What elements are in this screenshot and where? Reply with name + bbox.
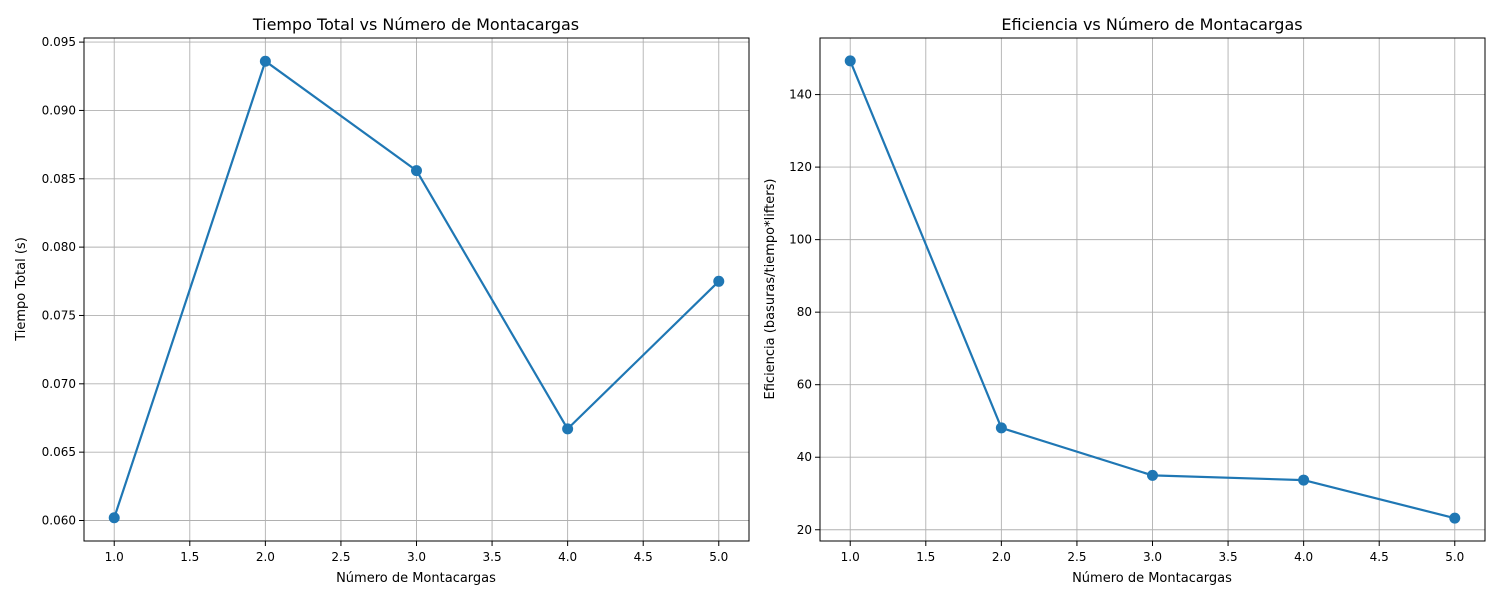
data-point xyxy=(108,512,120,524)
data-point xyxy=(1147,469,1158,481)
y-tick-label: 40 xyxy=(797,450,812,464)
x-tick-label: 2.0 xyxy=(992,550,1011,564)
data-point xyxy=(562,423,574,435)
y-tick-label: 60 xyxy=(797,378,812,392)
data-point xyxy=(1298,474,1310,486)
data-point xyxy=(995,422,1007,434)
x-tick-label: 1.0 xyxy=(105,550,124,564)
x-tick-label: 2.5 xyxy=(1067,550,1086,564)
x-tick-label: 5.0 xyxy=(709,550,728,564)
efficiency-chart: Eficiencia vs Número de Montacargas 1.0 1… xyxy=(763,15,1486,586)
x-tick-label: 4.0 xyxy=(558,550,577,564)
x-axis-label: Número de Montacargas xyxy=(1072,571,1232,586)
y-tick-label: 0.070 xyxy=(42,377,76,391)
x-tick-label: 3.5 xyxy=(1219,550,1238,564)
y-tick-label: 140 xyxy=(789,88,812,102)
y-tick-label: 0.095 xyxy=(42,35,76,49)
time-chart: Tiempo Total vs Número de Montacargas 1.… xyxy=(14,15,750,586)
data-point xyxy=(411,165,422,177)
data-point xyxy=(713,275,725,287)
x-tick-label: 1.0 xyxy=(841,550,860,564)
x-tick-label: 3.5 xyxy=(483,550,502,564)
y-tick-label: 0.060 xyxy=(42,513,76,527)
data-point xyxy=(1449,512,1461,524)
y-tick-label: 80 xyxy=(797,305,812,319)
x-tick-label: 4.0 xyxy=(1294,550,1313,564)
y-tick-label: 0.090 xyxy=(42,103,76,117)
chart-title: Eficiencia vs Número de Montacargas xyxy=(1001,15,1302,34)
x-tick-label: 5.0 xyxy=(1445,550,1464,564)
data-point xyxy=(259,55,271,67)
y-tick-label: 0.075 xyxy=(42,308,76,322)
x-tick-label: 3.0 xyxy=(1143,550,1162,564)
data-point xyxy=(844,55,856,67)
y-tick-label: 120 xyxy=(789,160,812,174)
x-tick-label: 1.5 xyxy=(916,550,935,564)
y-axis-label: Tiempo Total (s) xyxy=(14,237,29,342)
x-tick-label: 4.5 xyxy=(1370,550,1389,564)
y-tick-label: 0.085 xyxy=(42,172,76,186)
x-tick-label: 3.0 xyxy=(407,550,426,564)
x-tick-label: 1.5 xyxy=(180,550,199,564)
x-tick-label: 2.5 xyxy=(331,550,350,564)
x-tick-label: 4.5 xyxy=(634,550,653,564)
chart-title: Tiempo Total vs Número de Montacargas xyxy=(252,15,579,34)
y-axis-label: Eficiencia (basuras/tiempo*lifters) xyxy=(763,179,778,400)
y-tick-label: 20 xyxy=(797,523,812,537)
x-tick-label: 2.0 xyxy=(256,550,275,564)
x-axis-label: Número de Montacargas xyxy=(336,571,496,586)
y-tick-label: 0.065 xyxy=(42,445,76,459)
y-tick-label: 0.080 xyxy=(42,240,76,254)
y-tick-label: 100 xyxy=(789,233,812,247)
